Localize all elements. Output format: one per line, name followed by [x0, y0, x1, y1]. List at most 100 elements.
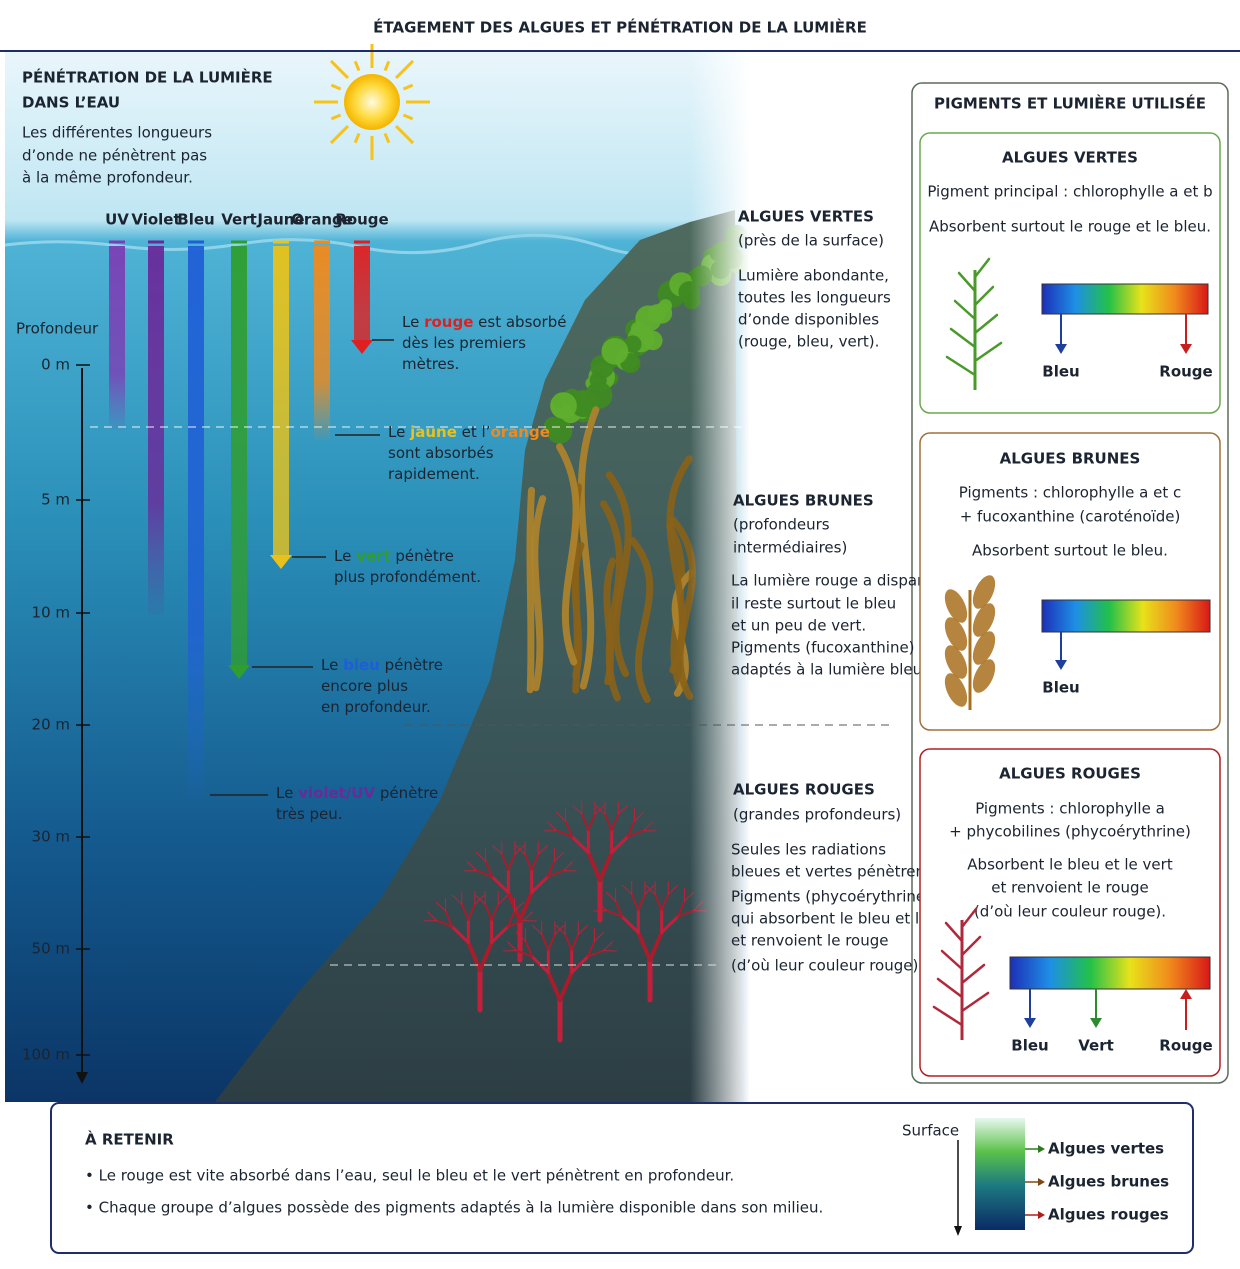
note-segment: mètres. — [402, 355, 459, 373]
card-text: (d’où leur couleur rouge). — [974, 903, 1166, 921]
wavelength-label: Jaune — [256, 211, 304, 229]
red-coral — [660, 915, 680, 934]
sun-ray — [383, 60, 391, 72]
depth-tick-label: 0 m — [41, 356, 70, 374]
red-coral — [452, 895, 463, 905]
note-segment: rapidement. — [388, 465, 480, 483]
red-coral — [478, 940, 494, 972]
light-beam — [231, 246, 247, 665]
zone-description: (d’où leur couleur rouge). — [731, 957, 923, 975]
plant-branch — [936, 977, 964, 999]
spectrum-bar — [1041, 599, 1211, 633]
red-coral — [660, 893, 670, 911]
sun-ray — [353, 132, 361, 144]
sun-ray — [330, 83, 342, 91]
zone-description: (rouge, bleu, vert). — [738, 333, 879, 351]
red-coral — [546, 860, 556, 878]
note-text: Le vert pénètre — [334, 547, 454, 565]
note-segment: est absorbé — [473, 313, 566, 331]
red-coral — [570, 933, 580, 951]
plant-branch — [932, 1005, 964, 1027]
red-coral — [555, 829, 574, 838]
green-algae — [569, 389, 598, 418]
red-coral — [466, 861, 477, 872]
red-coral — [537, 845, 548, 855]
plant-branch — [973, 341, 1003, 363]
plant-frond — [972, 631, 996, 665]
sun-ray — [353, 60, 361, 72]
red-coral — [547, 933, 556, 951]
plant-branch — [960, 935, 982, 957]
note-text: encore plus — [321, 677, 408, 695]
brown-kelp — [603, 557, 616, 686]
red-coral — [518, 890, 534, 922]
card-text: + fucoxanthine (caroténoïde) — [960, 508, 1181, 526]
light-beam — [109, 246, 125, 430]
sun-ray — [330, 113, 342, 121]
zone-description: bleues et vertes pénètrent. — [731, 863, 936, 881]
red-coral — [524, 853, 533, 871]
spectrum-arrow-label: Rouge — [1159, 1037, 1212, 1055]
depth-tick-label: 50 m — [32, 940, 70, 958]
note-segment: vert — [356, 547, 391, 565]
red-coral — [570, 955, 590, 974]
red-coral — [476, 851, 487, 862]
summary-bullet: • Chaque groupe d’algues possède des pig… — [85, 1199, 823, 1217]
red-coral — [676, 900, 686, 918]
plant-frond — [944, 589, 968, 623]
red-coral — [594, 805, 605, 815]
sun-ray — [329, 59, 350, 80]
intro-text: Les différentes longueurs — [22, 124, 212, 142]
light-beam — [148, 246, 164, 615]
beam-arrow — [270, 555, 292, 569]
red-coral — [636, 930, 652, 962]
zone-description: et un peu de vert. — [731, 617, 866, 635]
spectrum-arrow-head — [1024, 1018, 1036, 1028]
wavelength-label: UV — [105, 211, 129, 229]
card-text: Absorbent surtout le rouge et le bleu. — [929, 218, 1211, 236]
legend-top: Surface — [902, 1122, 959, 1140]
note-text: Le rouge est absorbé — [402, 313, 566, 331]
plant-branch — [940, 949, 964, 971]
wavelength-label: Rouge — [335, 211, 388, 229]
red-coral — [630, 893, 640, 911]
plant-branch — [973, 257, 991, 279]
depth-label: Profondeur — [16, 320, 99, 338]
note-text: plus profondément. — [334, 568, 481, 586]
spectrum-arrow-label: Vert — [1078, 1037, 1114, 1055]
zone-subtitle: (près de la surface) — [738, 232, 884, 250]
note-segment: Le — [388, 423, 410, 441]
plant-branch — [945, 355, 977, 377]
red-coral — [484, 860, 494, 878]
red-coral — [626, 820, 636, 838]
red-coral — [598, 850, 614, 882]
sun-disc — [344, 74, 400, 130]
depth-arrow — [76, 1072, 88, 1084]
red-coral — [604, 813, 613, 831]
spectrum-arrow-head — [1180, 989, 1192, 999]
red-coral — [586, 940, 596, 958]
note-segment: violet/UV — [298, 784, 375, 802]
light-beam — [354, 246, 370, 340]
red-coral — [546, 970, 562, 1002]
note-text: Le violet/UV pénètre — [276, 784, 438, 802]
sun-ray — [402, 83, 414, 91]
legend-item: Algues brunes — [1048, 1173, 1169, 1191]
green-algae — [624, 335, 642, 353]
red-coral — [497, 895, 508, 905]
pigment-card — [919, 432, 1221, 731]
brown-kelp — [669, 516, 696, 700]
legend-arrow-head — [954, 1226, 962, 1236]
note-segment: pénètre — [375, 784, 438, 802]
red-coral — [563, 861, 574, 872]
intro-heading: DANS L’EAU — [22, 94, 120, 112]
red-coral — [540, 933, 550, 951]
zone-description: et renvoient le rouge — [731, 932, 889, 950]
text-column — [750, 52, 910, 1102]
pigment-card — [919, 132, 1221, 414]
red-coral — [564, 820, 574, 838]
note-text: en profondeur. — [321, 698, 431, 716]
red-coral — [570, 835, 590, 854]
red-coral — [617, 805, 628, 815]
red-coral — [648, 930, 664, 962]
